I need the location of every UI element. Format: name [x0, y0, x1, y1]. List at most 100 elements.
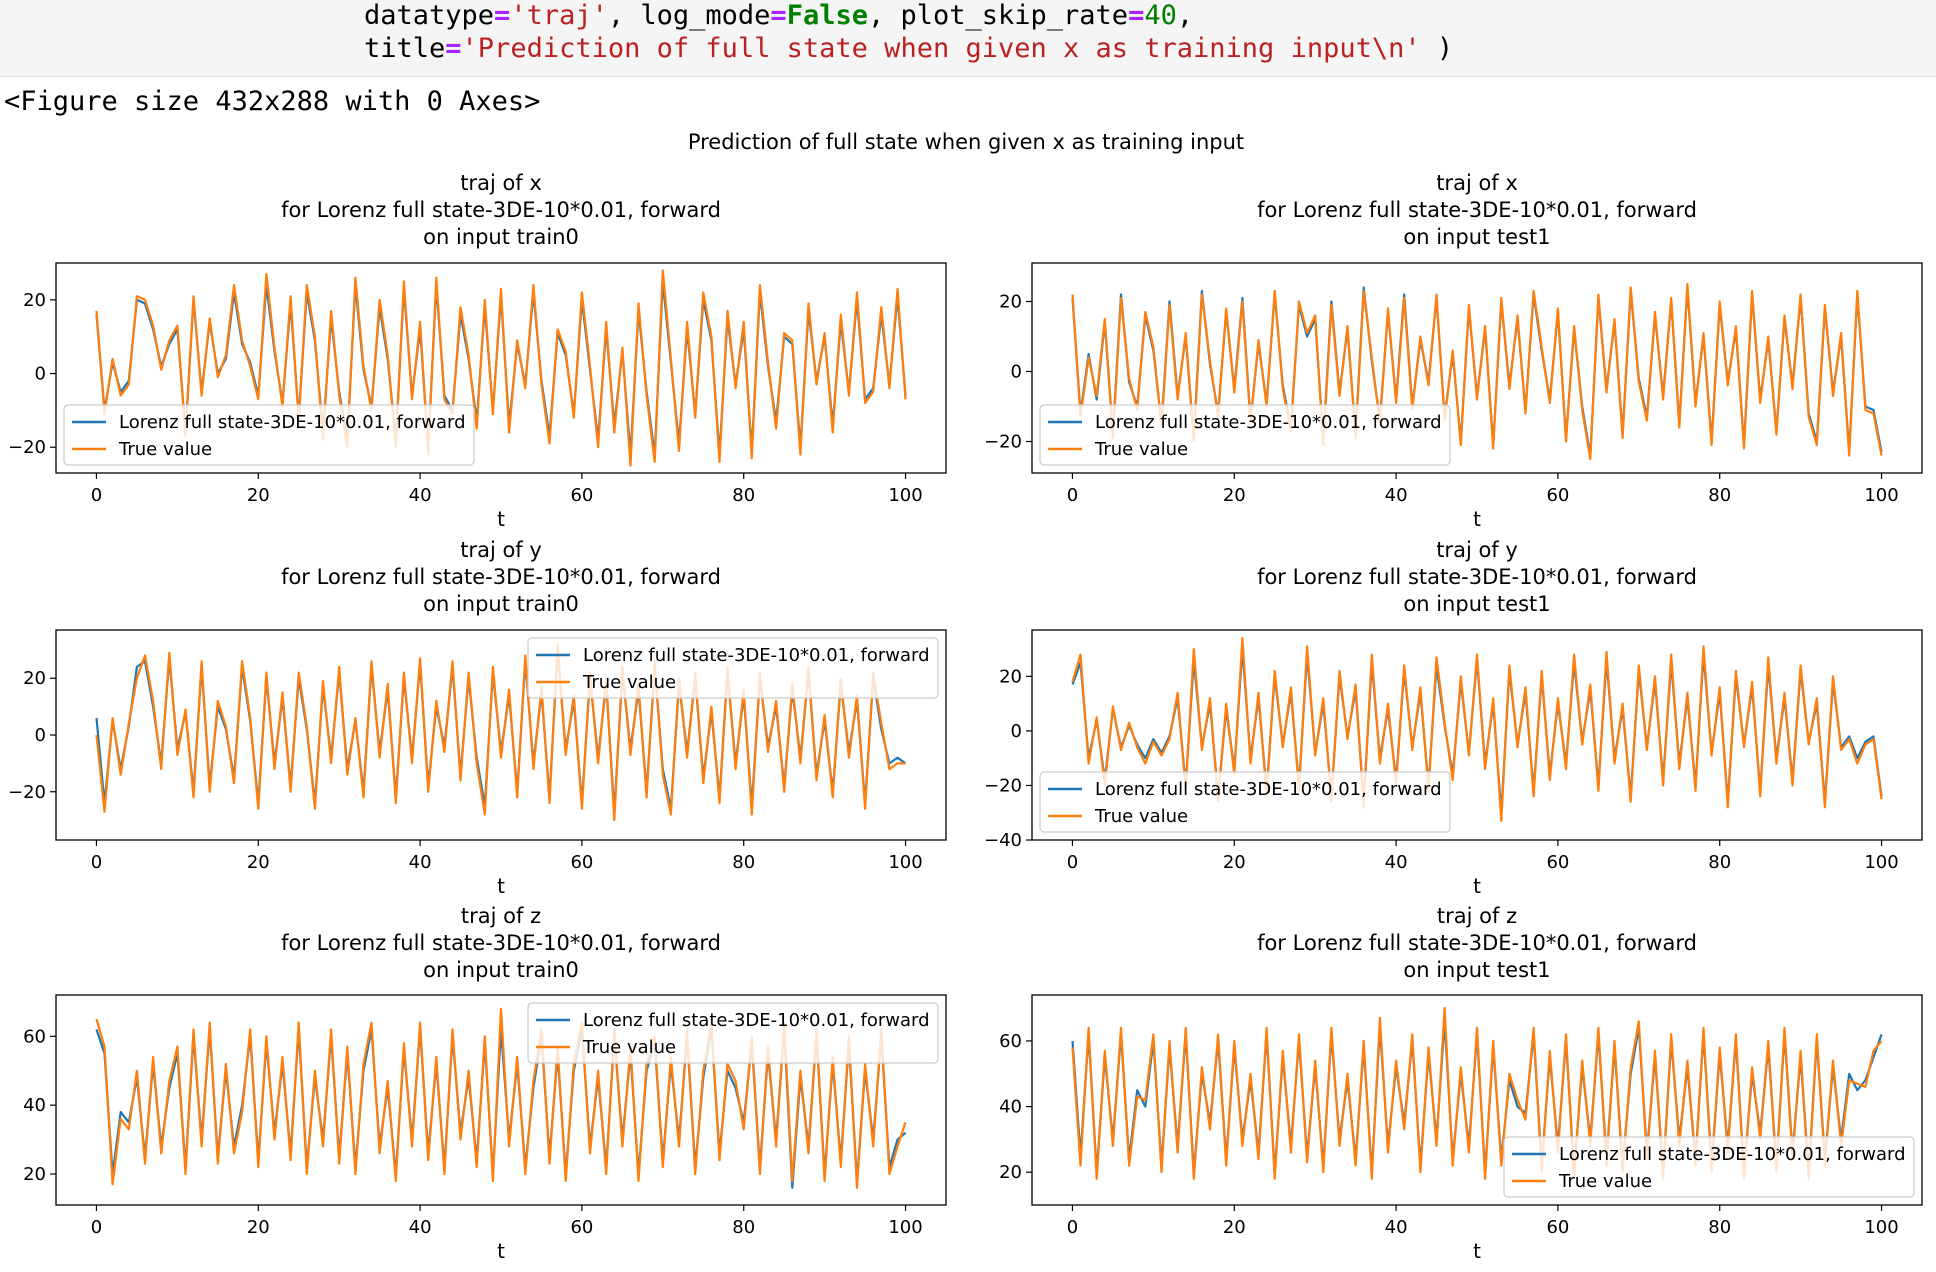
y-tick-label: −20 [8, 437, 46, 458]
legend-label: True value [582, 1037, 676, 1058]
x-tick-label: 0 [91, 485, 102, 506]
subplot-1: traj of x for Lorenz full state-3DE-10*0.… [8, 171, 947, 531]
axes-frame [1031, 994, 1923, 1206]
code-token: , plot_skip_rate [867, 0, 1129, 31]
x-tick-label: 40 [409, 1217, 432, 1238]
legend-box [63, 404, 475, 466]
code-token: = [1128, 0, 1145, 31]
code-token: 40 [1144, 0, 1177, 31]
output-text: <Figure size 432x288 with 0 Axes> [4, 86, 541, 117]
x-tick-label: 100 [1864, 1217, 1898, 1238]
subplot-title-line: traj of x [460, 171, 542, 195]
y-tick-label: 40 [23, 1095, 46, 1116]
y-tick-label: 20 [999, 1162, 1022, 1183]
subplot-title-line: for Lorenz full state-3DE-10*0.01, forwa… [1257, 931, 1697, 955]
x-tick-label: 80 [732, 1217, 755, 1238]
code-token: 'traj' [510, 0, 608, 31]
subplot-title-line: for Lorenz full state-3DE-10*0.01, forwa… [281, 198, 721, 222]
subplot-title-line: traj of z [461, 904, 541, 928]
legend: Lorenz full state-3DE-10*0.01, forward Tr… [1503, 1136, 1915, 1198]
code-token: , [1176, 0, 1194, 31]
subplot-title-line: on input test1 [1403, 225, 1550, 249]
legend: Lorenz full state-3DE-10*0.01, forward Tr… [1039, 404, 1451, 466]
x-tick-label: 40 [1385, 485, 1408, 506]
legend-box [527, 637, 939, 699]
x-tick-label: 20 [1223, 852, 1246, 873]
x-tick-label: 20 [1223, 485, 1246, 506]
subplot-lines [1071, 637, 1883, 823]
legend-label: True value [1094, 439, 1188, 460]
x-axis-label: t [497, 507, 505, 531]
subplot-lines [95, 643, 907, 822]
x-tick-label: 40 [409, 852, 432, 873]
x-tick-label: 80 [732, 485, 755, 506]
series-line-true-value [95, 1007, 907, 1189]
y-tick-label: 20 [23, 668, 46, 689]
series-line-true-value [1071, 282, 1883, 461]
series-line-true-value [95, 269, 907, 467]
code-line-1: datatype='traj', log_mode=False, plot_sk… [364, 0, 1193, 31]
y-tick-label: 40 [999, 1097, 1022, 1118]
x-tick-label: 60 [570, 1217, 593, 1238]
subplot-title-line: traj of y [1436, 538, 1518, 562]
y-tick-label: 0 [35, 364, 46, 385]
x-axis-label: t [497, 874, 505, 898]
x-tick-label: 100 [888, 485, 922, 506]
code-token: title [364, 33, 446, 64]
subplot-title-line: on input test1 [1403, 958, 1550, 982]
x-tick-label: 100 [888, 1217, 922, 1238]
subplot-title-line: traj of z [1437, 904, 1517, 928]
y-tick-label: −20 [984, 775, 1022, 796]
y-tick-label: 20 [999, 292, 1022, 313]
legend-label: True value [582, 672, 676, 693]
legend-box [1503, 1136, 1915, 1198]
legend-label: True value [1558, 1171, 1652, 1192]
subplot-title-line: on input train0 [423, 958, 579, 982]
axes-frame [1031, 629, 1923, 841]
subplot-title-line: on input test1 [1403, 592, 1550, 616]
code-token: = [445, 33, 462, 64]
x-tick-label: 40 [1385, 852, 1408, 873]
legend-box [527, 1002, 939, 1064]
subplot-3: traj of y for Lorenz full state-3DE-10*0.… [8, 538, 947, 898]
x-tick-label: 20 [247, 852, 270, 873]
x-tick-label: 40 [409, 485, 432, 506]
code-cell[interactable]: datatype='traj', log_mode=False, plot_sk… [0, 0, 1936, 77]
subplot-lines [95, 269, 907, 467]
x-tick-label: 60 [1546, 1217, 1569, 1238]
axes-frame [1031, 262, 1923, 474]
y-tick-label: 20 [23, 290, 46, 311]
x-tick-label: 80 [732, 852, 755, 873]
code-token: ) [1420, 33, 1454, 64]
x-tick-label: 0 [1067, 1217, 1078, 1238]
x-tick-label: 60 [1546, 485, 1569, 506]
legend-label: Lorenz full state-3DE-10*0.01, forward [1559, 1144, 1906, 1165]
x-tick-label: 20 [247, 485, 270, 506]
y-tick-label: 60 [23, 1026, 46, 1047]
subplot-2: traj of x for Lorenz full state-3DE-10*0.… [984, 171, 1923, 531]
x-tick-label: 80 [1708, 1217, 1731, 1238]
x-axis-label: t [497, 1239, 505, 1263]
legend-label: Lorenz full state-3DE-10*0.01, forward [119, 412, 466, 433]
y-tick-label: −40 [984, 830, 1022, 851]
legend-label: Lorenz full state-3DE-10*0.01, forward [583, 645, 930, 666]
subplot-title-line: traj of x [1436, 171, 1518, 195]
y-tick-label: 0 [1011, 721, 1022, 742]
x-tick-label: 40 [1385, 1217, 1408, 1238]
code-token: datatype [364, 0, 495, 31]
legend-label: Lorenz full state-3DE-10*0.01, forward [1095, 779, 1442, 800]
code-token: False [786, 0, 868, 31]
axes-frame [55, 262, 947, 474]
legend-label: Lorenz full state-3DE-10*0.01, forward [583, 1010, 930, 1031]
y-tick-label: −20 [984, 432, 1022, 453]
legend-label: Lorenz full state-3DE-10*0.01, forward [1095, 412, 1442, 433]
code-token: 'Prediction of full state when given x a… [461, 33, 1421, 64]
series-line-true-value [1071, 637, 1883, 823]
x-tick-label: 100 [1864, 852, 1898, 873]
x-axis-label: t [1473, 874, 1481, 898]
subplot-title-line: for Lorenz full state-3DE-10*0.01, forwa… [281, 931, 721, 955]
x-axis-label: t [1473, 507, 1481, 531]
subplot-4: traj of y for Lorenz full state-3DE-10*0.… [984, 538, 1923, 898]
legend-box [1039, 771, 1451, 833]
code-line-2: title='Prediction of full state when giv… [364, 33, 1453, 64]
